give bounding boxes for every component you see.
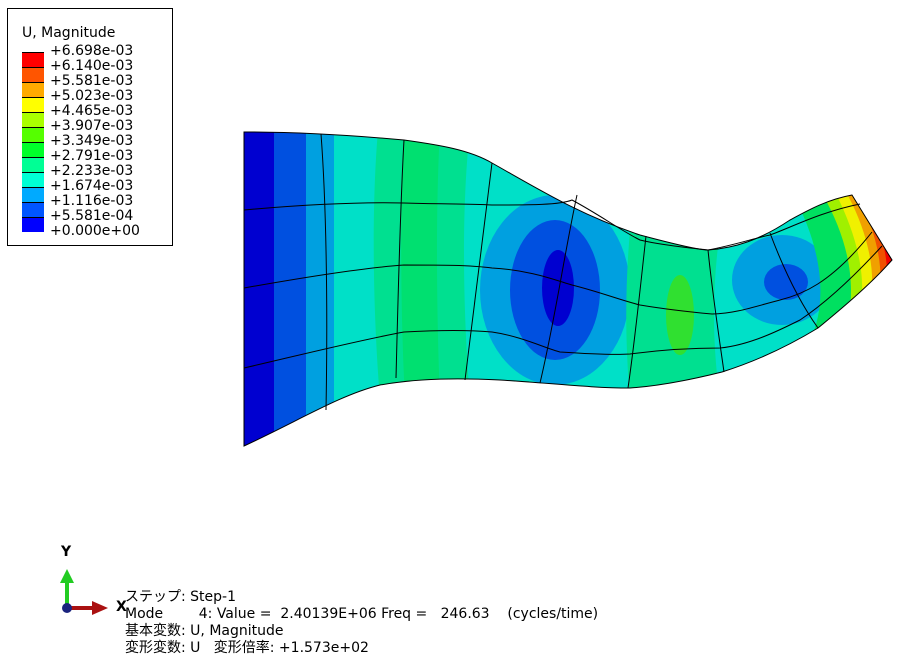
legend-value-7: +2.791e-03 <box>50 148 134 164</box>
mesh-row-2 <box>243 231 873 315</box>
legend-swatch-10 <box>22 202 44 217</box>
legend-swatch-4 <box>22 112 44 127</box>
mesh-col-1 <box>320 133 328 411</box>
mesh-row-3 <box>243 245 883 369</box>
legend-value-4: +4.465e-03 <box>50 103 134 119</box>
legend-swatch-0 <box>22 52 44 67</box>
legend-swatch-5 <box>22 127 44 142</box>
contour-fill <box>244 132 892 446</box>
mesh-row-1 <box>243 199 861 251</box>
legend-swatch-6 <box>22 142 44 157</box>
step-info: ステップ: Step-1 <box>125 589 237 605</box>
legend-value-9: +1.674e-03 <box>50 178 134 194</box>
legend-value-11: +5.581e-04 <box>50 208 134 224</box>
mesh-col-4 <box>539 194 578 384</box>
y-axis-arrowhead <box>60 569 74 583</box>
legend-value-2: +5.581e-03 <box>50 73 134 89</box>
mesh-col-7 <box>769 232 819 329</box>
legend-swatch-2 <box>22 82 44 97</box>
y-axis-label: Y <box>61 544 72 560</box>
legend-value-3: +5.023e-03 <box>50 88 134 104</box>
legend-swatch-11 <box>22 217 44 232</box>
mesh-col-3 <box>464 162 493 381</box>
mesh-col-5 <box>627 235 647 389</box>
axis-triad <box>60 569 108 615</box>
legend-value-12: +0.000e+00 <box>50 223 140 239</box>
legend-value-10: +1.116e-03 <box>50 193 134 209</box>
contour-legend: U, Magnitude +6.698e-03 +6.140e-03 +5.581e… <box>7 8 173 246</box>
legend-swatch-3 <box>22 97 44 112</box>
legend-title: U, Magnitude <box>22 25 116 41</box>
legend-value-1: +6.140e-03 <box>50 58 134 74</box>
band-blue <box>244 132 274 446</box>
mesh-lines <box>243 133 883 411</box>
legend-swatch-7 <box>22 157 44 172</box>
band-lightblue <box>306 132 334 446</box>
legend-swatch-9 <box>22 187 44 202</box>
mesh-col-6 <box>707 249 725 373</box>
z-axis-dot <box>62 603 72 613</box>
mesh-col-2 <box>395 139 405 379</box>
legend-swatch-8 <box>22 172 44 187</box>
x-axis-label: X <box>116 599 127 615</box>
legend-value-8: +2.233e-03 <box>50 163 134 179</box>
mode-info: Mode 4: Value = 2.40139E+06 Freq = 246.6… <box>125 606 599 622</box>
part-outline <box>243 131 893 447</box>
legend-value-5: +3.907e-03 <box>50 118 134 134</box>
band-blue2 <box>274 132 306 446</box>
eye-right-inner <box>764 264 808 300</box>
legend-swatch-1 <box>22 67 44 82</box>
primary-variable-info: 基本変数: U, Magnitude <box>125 623 284 639</box>
x-axis-arrowhead <box>92 601 108 615</box>
legend-value-0: +6.698e-03 <box>50 43 134 59</box>
band-green-right-core <box>666 275 694 355</box>
eye-center-inner <box>542 250 574 326</box>
deformed-variable-info: 変形変数: U 変形倍率: +1.573e+02 <box>125 640 369 656</box>
legend-value-6: +3.349e-03 <box>50 133 134 149</box>
